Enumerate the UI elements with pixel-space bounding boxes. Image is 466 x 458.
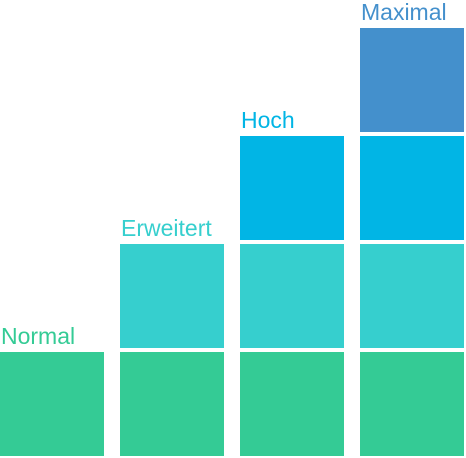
block-tier1 xyxy=(240,352,344,456)
level-label: Hoch xyxy=(241,107,295,133)
level-label: Maximal xyxy=(361,0,447,25)
block-tier3 xyxy=(360,136,464,240)
block-tier1 xyxy=(360,352,464,456)
block-tier1 xyxy=(120,352,224,456)
block-tier4 xyxy=(360,28,464,132)
block-tier3 xyxy=(240,136,344,240)
block-tier2 xyxy=(360,244,464,348)
block-tier2 xyxy=(120,244,224,348)
level-label: Erweitert xyxy=(121,215,212,241)
level-label: Normal xyxy=(1,323,76,349)
block-tier2 xyxy=(240,244,344,348)
block-tier1 xyxy=(0,352,104,456)
